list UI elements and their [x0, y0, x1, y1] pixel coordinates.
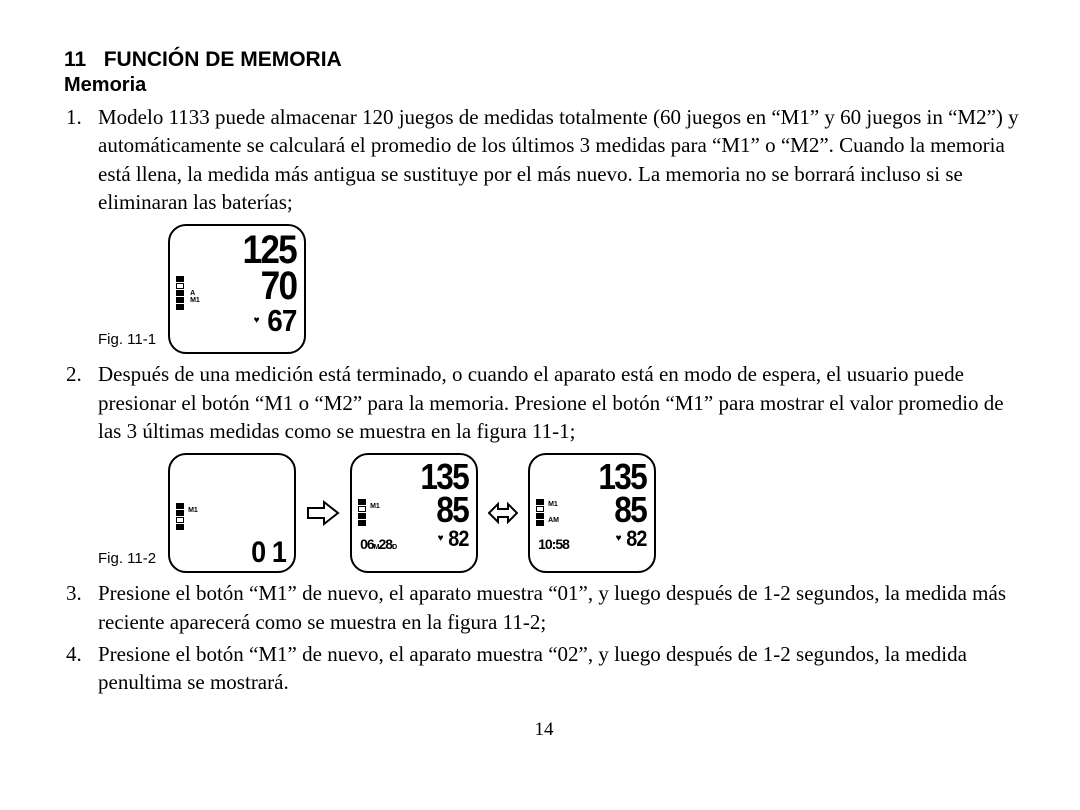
lcd-display: 125 A M1 70 ♥ 67 — [168, 224, 306, 354]
figure-label: Fig. 11-1 — [98, 331, 156, 354]
pulse-value: 82 — [448, 526, 468, 552]
section-number: 11 — [64, 48, 86, 71]
list-text: Presione el botón “M1” de nuevo, el apar… — [98, 640, 1024, 697]
list-number: 4. — [64, 640, 98, 668]
heart-icon: ♥ — [438, 534, 444, 544]
arrow-right-icon — [306, 499, 340, 527]
section-subheading: Memoria — [64, 74, 1024, 97]
lcd-display: M1 135 85 06M28D ♥ 82 — [350, 453, 478, 573]
level-indicator-icon — [536, 499, 544, 526]
memory-index: 0 1 — [189, 539, 286, 568]
lcd-display: M1 0 1 — [168, 453, 296, 573]
lcd-sequence: M1 0 1 M1 135 85 06M28D — [168, 453, 656, 573]
date-value: 06M28D — [360, 536, 396, 552]
figure-11-2: Fig. 11-2 M1 0 1 M1 135 85 — [98, 453, 1024, 573]
level-indicator-icon — [176, 503, 184, 530]
mode-m1: M1 — [188, 507, 198, 514]
list-text: Presione el botón “M1” de nuevo, el apar… — [98, 579, 1024, 636]
level-indicator-icon — [176, 276, 184, 310]
heart-icon: ♥ — [616, 534, 622, 544]
figure-label: Fig. 11-2 — [98, 550, 156, 573]
heart-icon: ♥ — [254, 316, 260, 326]
figure-11-1: Fig. 11-1 125 A M1 70 ♥ 67 — [98, 224, 1024, 354]
list-text: Después de una medición está terminado, … — [98, 360, 1024, 445]
list-item: 4. Presione el botón “M1” de nuevo, el a… — [64, 640, 1024, 697]
dia-value: 85 — [373, 494, 468, 526]
manual-page: 11 FUNCIÓN DE MEMORIA Memoria 1. Modelo … — [0, 0, 1080, 765]
dia-value: 85 — [551, 494, 646, 526]
list-number: 3. — [64, 579, 98, 607]
section-title: 11 FUNCIÓN DE MEMORIA — [64, 48, 1024, 72]
list-text: Modelo 1133 puede almacenar 120 juegos d… — [98, 103, 1024, 216]
page-number: 14 — [64, 719, 1024, 741]
list-item: 1. Modelo 1133 puede almacenar 120 juego… — [64, 103, 1024, 216]
list-item: 3. Presione el botón “M1” de nuevo, el a… — [64, 579, 1024, 636]
lcd-display: M1 AM 135 85 10:58 ♥ 82 — [528, 453, 656, 573]
time-value: 10:58 — [538, 536, 569, 552]
dia-value: 70 — [211, 268, 296, 304]
mode-m1: M1 — [190, 297, 200, 304]
mode-a: A — [190, 290, 200, 297]
arrow-both-icon — [488, 501, 518, 525]
level-indicator-icon — [358, 499, 366, 526]
list-number: 1. — [64, 103, 98, 131]
list-number: 2. — [64, 360, 98, 388]
section-heading: FUNCIÓN DE MEMORIA — [104, 48, 342, 71]
pulse-value: 67 — [267, 306, 296, 335]
list-item: 2. Después de una medición está terminad… — [64, 360, 1024, 445]
sys-value: 125 — [192, 232, 296, 268]
pulse-value: 82 — [626, 526, 646, 552]
